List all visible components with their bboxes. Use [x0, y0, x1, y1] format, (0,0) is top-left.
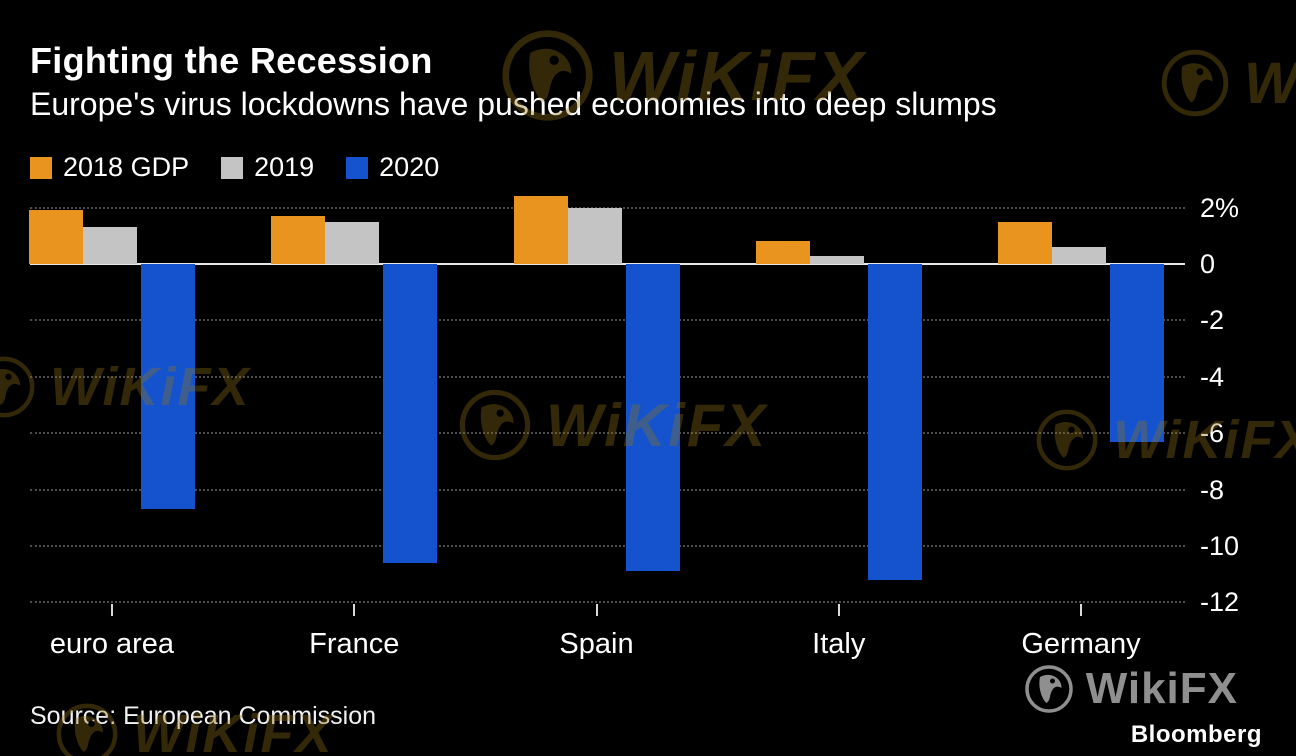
chart-title: Fighting the Recession — [30, 40, 433, 81]
bar-2019-spain — [567, 207, 622, 264]
y-axis-tick-label: -2 — [1200, 305, 1225, 336]
bar-2020-germany — [1110, 264, 1164, 442]
wikifx-logo-text: WikiFX — [1085, 664, 1238, 713]
y-axis-tick-label: -4 — [1200, 361, 1225, 392]
bar-2018-gdp-euro-area — [29, 210, 83, 264]
legend-swatch-2020 — [346, 156, 369, 179]
bar-2020-italy — [867, 264, 922, 580]
legend-item-2018-gdp: 2018 GDP — [30, 152, 189, 183]
x-axis-tick — [111, 604, 113, 616]
x-axis-category-label: Spain — [559, 628, 634, 660]
gridline — [30, 375, 1185, 378]
x-axis-category-label: euro area — [49, 628, 175, 660]
x-axis-tick — [837, 604, 840, 616]
bar-2019-italy — [809, 255, 864, 264]
y-axis-tick-label: -10 — [1200, 531, 1240, 561]
x-axis-tick — [595, 604, 598, 616]
bar-2020-france — [383, 264, 438, 563]
y-axis-tick-label: 2% — [1200, 192, 1240, 223]
y-axis-tick-label: -12 — [1200, 587, 1240, 618]
legend-swatch-2019 — [221, 156, 244, 179]
bar-2020-spain — [625, 264, 680, 572]
legend-item-2020: 2020 — [346, 152, 439, 183]
y-axis-tick-label: -8 — [1200, 474, 1225, 505]
bar-2018-gdp-france — [271, 216, 326, 264]
x-axis-category-label: France — [309, 628, 400, 660]
x-axis-tick — [1080, 604, 1082, 616]
x-axis-category-label: Germany — [1021, 628, 1141, 660]
bar-2018-gdp-spain — [513, 196, 568, 264]
bar-2018-gdp-italy — [755, 241, 810, 264]
legend-swatch-2018-gdp — [30, 156, 52, 179]
bar-2019-euro-area — [83, 227, 137, 264]
y-axis-tick-label: 0 — [1200, 249, 1216, 279]
bar-2018-gdp-germany — [998, 221, 1052, 264]
chart-subtitle: Europe's virus lockdowns have pushed eco… — [30, 86, 997, 122]
gridline — [30, 432, 1185, 435]
bar-2019-germany — [1052, 247, 1106, 264]
x-axis-category-label: Italy — [812, 628, 866, 660]
source-note: Source: European Commission — [30, 702, 376, 730]
gridline — [30, 319, 1185, 322]
gridline — [30, 545, 1185, 547]
gridline — [30, 601, 1185, 604]
chart-legend: 2018 GDP 2019 2020 — [30, 152, 439, 183]
bloomberg-logo: Bloomberg — [1130, 721, 1262, 748]
legend-label-2019: 2019 — [254, 152, 315, 182]
bar-2019-france — [325, 221, 380, 264]
legend-label-2020: 2020 — [379, 152, 440, 182]
x-axis-tick — [353, 604, 356, 616]
y-axis-tick-label: -6 — [1200, 418, 1225, 449]
wikifx-logo: WikiFX — [1024, 664, 1238, 714]
legend-item-2019: 2019 — [221, 152, 314, 183]
gridline — [30, 488, 1185, 491]
bar-2020-euro-area — [141, 264, 195, 510]
legend-label-2018-gdp: 2018 GDP — [63, 152, 190, 182]
zero-axis-line — [30, 263, 1185, 265]
wikifx-falcon-icon — [1024, 665, 1073, 713]
